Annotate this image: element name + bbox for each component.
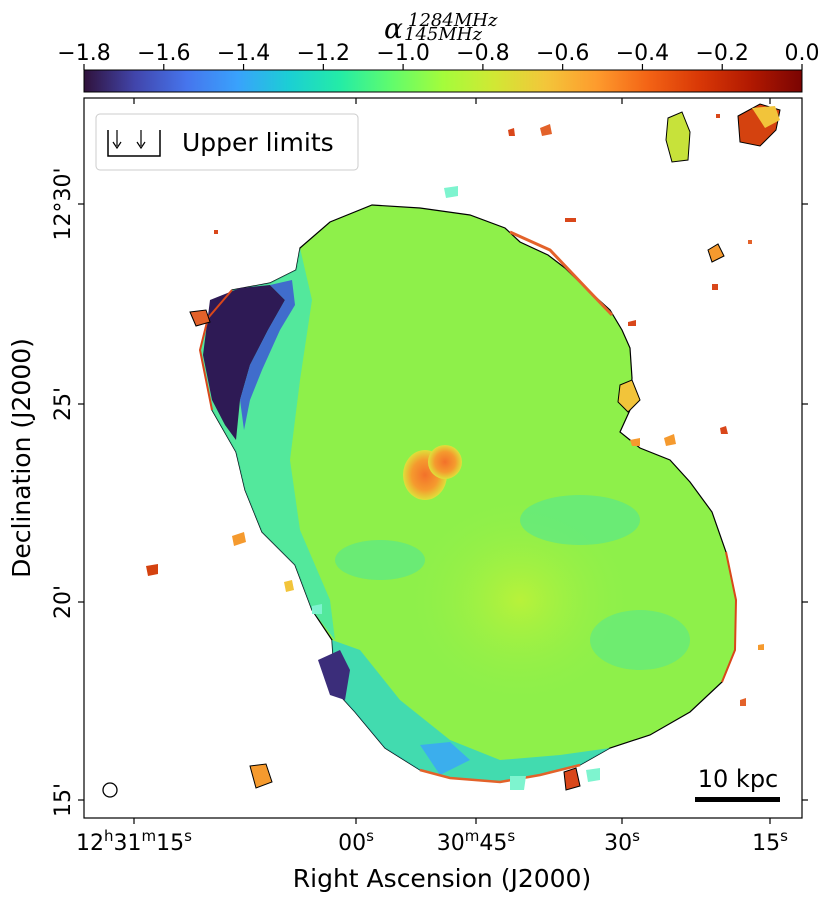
island-24 [628,320,636,326]
island-20 [312,604,322,614]
island-17 [444,186,458,198]
island-8 [232,532,246,546]
colorbar-tick-label: −1.6 [137,41,190,66]
upper-limit-marker-icon [107,130,161,157]
edge-orange-west [721,551,738,683]
x-tick-label: 00s [338,827,374,856]
island-5 [664,434,676,446]
island-13 [740,698,746,706]
island-12 [720,426,728,434]
y-tick-labels: 12°30' 25' 20' 15' [51,167,76,817]
y-tick-label: 25' [51,387,76,421]
colorbar-tick-label: −1.0 [376,41,429,66]
edge-orange-north [509,230,614,317]
island-25 [214,230,218,234]
legend: Upper limits [95,113,359,171]
island-15 [565,218,576,222]
island-9 [146,564,158,576]
island-22 [748,240,752,244]
inner-cyan-filament-1 [520,495,640,545]
x-tick-label: 12h31m15s [76,827,192,856]
steep-edge-north-east [203,285,285,440]
colorbar-tick-label: −0.6 [536,41,589,66]
island-4 [617,379,641,413]
x-axis-title: Right Ascension (J2000) [293,864,591,893]
island-ne-corner-1 [665,111,691,163]
island-21 [712,284,718,290]
island-11 [563,767,581,791]
south-edge-blue [420,742,470,775]
island-1 [540,124,552,136]
colorbar-gradient [83,69,803,93]
island-ne-corner-3 [752,106,780,128]
core-hotspot-2 [428,445,462,479]
steep-edge-ne-blue [240,280,295,430]
colorbar-ticks: −1.8 −1.6 −1.4 −1.2 −1.0 −0.8 −0.6 −0.4 −0.2 0.0 [57,41,820,70]
scale-bar-line [695,797,780,802]
colorbar: −1.8 −1.6 −1.4 −1.2 −1.0 −0.8 −0.6 −0.4 −0.2 0.0 … [57,10,820,93]
colorbar-tick-label: −1.8 [57,41,110,66]
y-tick-label: 20' [51,585,76,619]
colorbar-tick-label: −1.2 [297,41,350,66]
island-3 [707,243,725,263]
island-10 [249,763,273,789]
scale-bar: 10 kpc [695,765,780,802]
colorbar-tick-label: −1.4 [217,41,270,66]
x-tick-label: 30m45s [437,827,516,856]
y-tick-label: 12°30' [51,167,76,240]
island-18 [586,768,600,782]
plot-area [78,97,808,824]
island-16 [284,580,294,592]
island-19 [510,776,526,790]
beam-ellipse [102,782,118,798]
island-2 [508,128,515,136]
colorbar-tick-label: −0.4 [616,41,669,66]
y-tick-label: 15' [51,783,76,817]
colorbar-tick-label: −0.2 [696,41,749,66]
colorbar-tick-label: −0.8 [456,41,509,66]
y-tick-marks [78,203,808,801]
steep-edge-south-east [318,650,350,700]
colorbar-label: α 1284MHz [384,10,498,45]
y-axis-title: Declination (J2000) [7,338,36,578]
plot-frame [83,97,803,819]
edge-orange-east [198,289,233,411]
island-7 [189,309,211,327]
inner-cyan-filament-3 [590,610,690,670]
island-23 [716,114,720,118]
island-6 [630,438,640,446]
x-tick-label: 30s [604,827,640,856]
scale-bar-label: 10 kpc [698,765,779,793]
island-14 [758,644,764,650]
legend-label: Upper limits [182,128,334,157]
x-tick-label: 15s [752,827,788,856]
legend-box [95,113,359,171]
edge-orange-south [419,763,581,784]
colorbar-label-sub: 145MHz [404,24,482,45]
inner-cyan-filament-2 [335,540,425,580]
colorbar-tick-label: 0.0 [785,41,820,66]
x-tick-labels: 12h31m15s 00s 30m45s 30s 15s [76,827,788,856]
south-edge-cyan [332,640,610,782]
x-tick-marks [133,98,771,824]
